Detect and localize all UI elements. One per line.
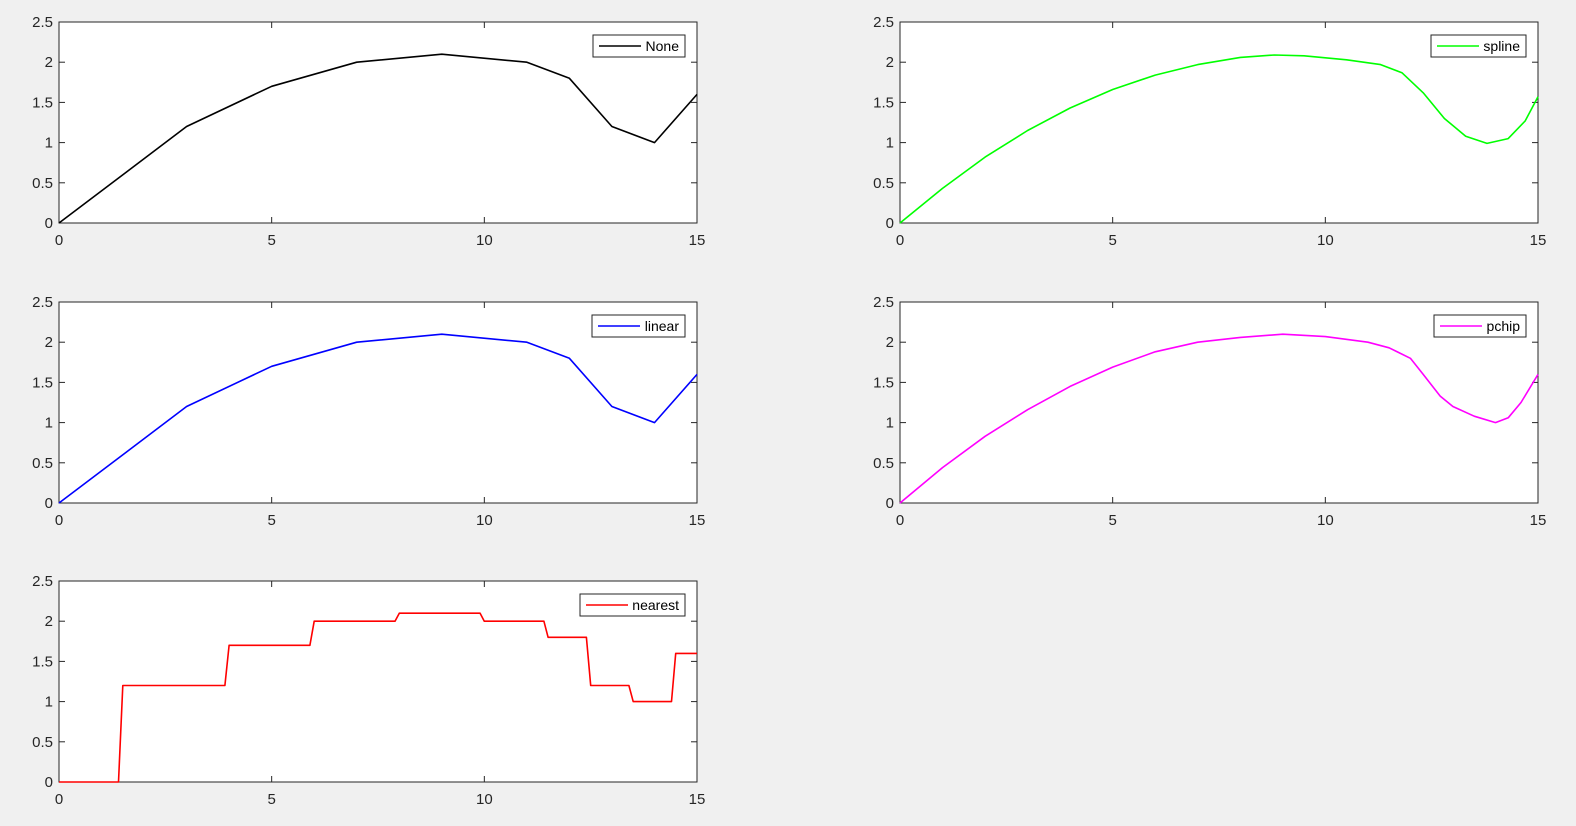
legend-label: linear <box>645 318 680 334</box>
x-tick-label: 5 <box>267 791 275 808</box>
legend: None <box>592 34 686 58</box>
subplot-1: 0 5 10 15 0 0.5 1 1.5 2 2.5 None <box>32 14 705 249</box>
y-tick-label: 1.5 <box>873 94 894 111</box>
legend-label: None <box>646 38 680 54</box>
x-tick-label: 0 <box>55 791 63 808</box>
x-tick-label: 0 <box>896 512 904 529</box>
y-tick-label: 1.5 <box>32 94 53 111</box>
x-tick-label: 10 <box>1317 232 1334 249</box>
y-tick-label: 1.5 <box>32 653 53 670</box>
y-tick-label: 2 <box>45 334 53 351</box>
plot-area <box>58 21 698 224</box>
subplot-4: 0 5 10 15 0 0.5 1 1.5 2 2.5 pchip <box>873 294 1546 529</box>
legend: linear <box>591 314 686 338</box>
y-tick-label: 0 <box>45 774 53 791</box>
y-tick-label: 1 <box>45 135 53 152</box>
x-tick-label: 5 <box>1108 512 1116 529</box>
x-tick-label: 10 <box>476 791 493 808</box>
legend-label: nearest <box>632 597 679 613</box>
legend: spline <box>1430 34 1527 58</box>
series-line-nearest <box>59 612 697 783</box>
x-tick-label: 5 <box>1108 232 1116 249</box>
legend-box <box>579 593 686 617</box>
y-tick-label: 1.5 <box>32 374 53 391</box>
x-tick-label: 0 <box>896 232 904 249</box>
x-tick-label: 0 <box>55 512 63 529</box>
subplot-2: 0 5 10 15 0 0.5 1 1.5 2 2.5 spline <box>873 14 1546 249</box>
plot-area <box>58 301 698 504</box>
y-tick-label: 0 <box>45 215 53 232</box>
x-tick-label: 10 <box>1317 512 1334 529</box>
series-line-linear <box>58 333 698 504</box>
plot-area <box>899 301 1539 504</box>
y-tick-label: 0 <box>886 495 894 512</box>
y-tick-label: 2 <box>886 334 894 351</box>
y-tick-label: 0.5 <box>32 455 53 472</box>
series-line-pchip <box>899 333 1539 504</box>
subplot-5: 0 5 10 15 0 0.5 1 1.5 2 2.5 nearest <box>32 573 705 808</box>
y-tick-label: 2.5 <box>873 14 894 31</box>
x-tick-label: 0 <box>55 232 63 249</box>
x-tick-label: 5 <box>267 512 275 529</box>
y-tick-label: 2.5 <box>32 573 53 590</box>
y-tick-label: 1 <box>45 694 53 711</box>
legend: pchip <box>1433 314 1527 338</box>
y-tick-label: 2 <box>45 613 53 630</box>
y-tick-label: 0 <box>886 215 894 232</box>
y-tick-label: 2.5 <box>32 14 53 31</box>
x-tick-label: 15 <box>689 232 706 249</box>
y-tick-label: 2 <box>886 54 894 71</box>
x-tick-label: 15 <box>689 512 706 529</box>
subplot-3: 0 5 10 15 0 0.5 1 1.5 2 2.5 linear <box>32 294 705 529</box>
x-tick-label: 10 <box>476 512 493 529</box>
legend-label: pchip <box>1487 318 1521 334</box>
y-tick-label: 0.5 <box>32 734 53 751</box>
x-tick-label: 15 <box>689 791 706 808</box>
y-tick-label: 2.5 <box>32 294 53 311</box>
x-tick-label: 15 <box>1530 512 1547 529</box>
x-tick-label: 15 <box>1530 232 1547 249</box>
y-tick-label: 0.5 <box>32 175 53 192</box>
legend-label: spline <box>1483 38 1520 54</box>
y-tick-label: 1.5 <box>873 374 894 391</box>
y-tick-label: 0 <box>45 495 53 512</box>
y-tick-label: 1 <box>886 415 894 432</box>
y-tick-label: 1 <box>886 135 894 152</box>
series-line-spline <box>899 54 1539 224</box>
series-line-None <box>58 53 698 224</box>
y-tick-label: 2 <box>45 54 53 71</box>
y-tick-label: 0.5 <box>873 175 894 192</box>
y-tick-label: 1 <box>45 415 53 432</box>
x-tick-label: 5 <box>267 232 275 249</box>
y-tick-label: 0.5 <box>873 455 894 472</box>
x-tick-label: 10 <box>476 232 493 249</box>
y-tick-label: 2.5 <box>873 294 894 311</box>
legend: nearest <box>579 593 686 617</box>
